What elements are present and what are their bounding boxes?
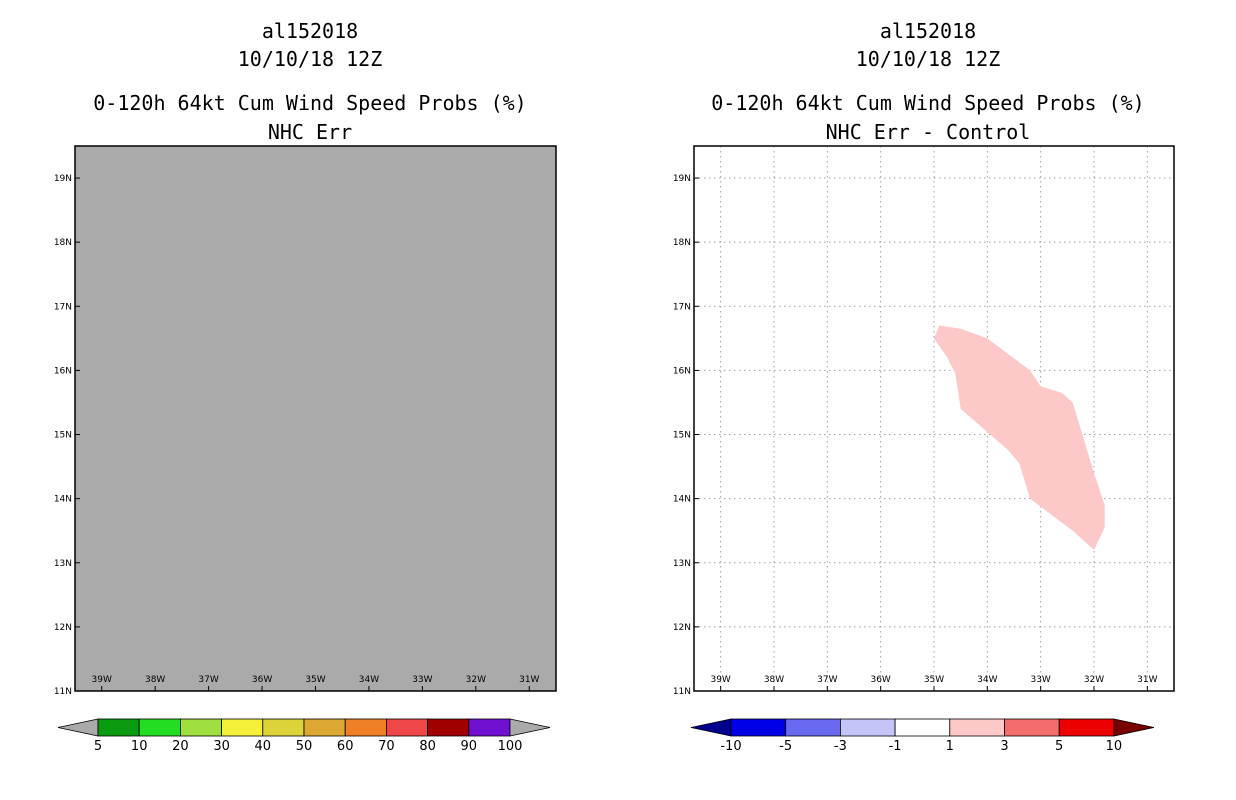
left-colorbar: 5 10 20 30 40 50 60 70 80 90 100 — [57, 718, 551, 754]
colorbar-segment — [840, 718, 896, 737]
right-lat-label: 11N — [673, 687, 691, 697]
right-map-panel: 39W 38W 37W 36W 35W 34W 33W 32W 31W 11N 12N 13N 14N 1… — [673, 145, 1175, 697]
colorbar-label: 100 — [498, 739, 523, 754]
colorbar-segment — [1004, 718, 1060, 737]
colorbar-segment — [785, 718, 841, 737]
left-lon-label: 35W — [305, 675, 325, 685]
right-lon-label: 36W — [870, 675, 890, 685]
left-product-title: 0-120h 64kt Cum Wind Speed Probs (%) — [93, 91, 527, 115]
colorbar-label: -10 — [720, 739, 741, 754]
right-lat-label: 12N — [673, 623, 691, 633]
colorbar-segment — [221, 718, 264, 737]
colorbar-label: 60 — [337, 739, 354, 754]
colorbar-segment — [262, 718, 305, 737]
left-lat-label: 12N — [54, 623, 72, 633]
right-storm-id: al152018 — [879, 19, 977, 43]
right-lat-label: 18N — [673, 238, 691, 248]
right-map-frame — [693, 145, 1175, 692]
left-lon-label: 31W — [519, 675, 539, 685]
right-lon-label: 33W — [1030, 675, 1050, 685]
left-lon-label: 38W — [145, 675, 165, 685]
right-subtitle: NHC Err - Control — [825, 120, 1031, 144]
right-lat-label: 19N — [673, 174, 691, 184]
right-lat-label: 15N — [673, 431, 691, 441]
right-lon-label: 35W — [924, 675, 944, 685]
left-lat-label: 16N — [54, 366, 72, 376]
colorbar-label: 90 — [461, 739, 478, 754]
left-lon-label: 33W — [412, 675, 432, 685]
colorbar-segment — [179, 718, 222, 737]
colorbar-segment — [138, 718, 181, 737]
right-lat-label: 14N — [673, 495, 691, 505]
colorbar-low-arrow — [57, 718, 99, 737]
left-lat-label: 19N — [54, 174, 72, 184]
colorbar-label: -1 — [889, 739, 902, 754]
colorbar-label: 10 — [1106, 739, 1123, 754]
colorbar-segment — [949, 718, 1005, 737]
right-lon-label: 39W — [710, 675, 730, 685]
left-probability-field — [75, 146, 556, 691]
positive-difference-region — [934, 325, 1105, 550]
right-lon-label: 31W — [1137, 675, 1157, 685]
left-lat-label: 18N — [54, 238, 72, 248]
left-subtitle: NHC Err — [267, 120, 353, 144]
colorbar-label: 1 — [946, 739, 954, 754]
left-lon-label: 37W — [198, 675, 218, 685]
left-map-panel: 39W 38W 37W 36W 35W 34W 33W 32W 31W 11N 12N 13N 14N 1… — [54, 145, 557, 697]
colorbar-segment — [730, 718, 787, 737]
colorbar-label: 80 — [419, 739, 436, 754]
left-lon-label: 36W — [252, 675, 272, 685]
right-date: 10/10/18 12Z — [855, 47, 1001, 71]
left-storm-id: al152018 — [261, 19, 359, 43]
left-lat-label: 15N — [54, 431, 72, 441]
right-lon-label: 32W — [1084, 675, 1104, 685]
colorbar-low-arrow — [690, 718, 732, 737]
left-lon-label: 39W — [92, 675, 112, 685]
right-lat-label: 17N — [673, 302, 691, 312]
left-lon-label: 34W — [359, 675, 379, 685]
colorbar-label: 30 — [213, 739, 230, 754]
right-lon-label: 37W — [817, 675, 837, 685]
colorbar-segment — [344, 718, 387, 737]
colorbar-high-arrow — [509, 718, 551, 737]
right-lon-label: 38W — [764, 675, 784, 685]
colorbar-high-arrow — [1113, 718, 1154, 737]
right-lat-label: 16N — [673, 366, 691, 376]
colorbar-label: -5 — [779, 739, 792, 754]
right-lon-label: 34W — [977, 675, 997, 685]
colorbar-label: -3 — [834, 739, 847, 754]
colorbar-label: 10 — [131, 739, 148, 754]
colorbar-segment — [468, 718, 511, 737]
colorbar-segment — [97, 718, 140, 737]
left-lon-label: 32W — [466, 675, 486, 685]
colorbar-segment — [385, 718, 428, 737]
colorbar-segment — [894, 718, 951, 737]
colorbar-label: 40 — [255, 739, 272, 754]
colorbar-label: 20 — [172, 739, 189, 754]
left-lat-label: 17N — [54, 302, 72, 312]
colorbar-segment — [427, 718, 470, 737]
colorbar-label: 5 — [94, 739, 102, 754]
colorbar-label: 5 — [1055, 739, 1063, 754]
right-product-title: 0-120h 64kt Cum Wind Speed Probs (%) — [711, 91, 1145, 115]
left-lat-label: 13N — [54, 559, 72, 569]
right-lat-label: 13N — [673, 559, 691, 569]
right-colorbar: -10 -5 -3 -1 1 3 5 10 — [690, 718, 1154, 754]
colorbar-label: 70 — [378, 739, 395, 754]
left-lat-label: 14N — [54, 495, 72, 505]
left-map-frame — [74, 145, 557, 692]
left-lat-label: 11N — [54, 687, 72, 697]
colorbar-label: 50 — [296, 739, 313, 754]
right-map-background — [694, 146, 1174, 691]
colorbar-segment — [303, 718, 346, 737]
colorbar-segment — [1058, 718, 1115, 737]
colorbar-label: 3 — [1000, 739, 1008, 754]
left-date: 10/10/18 12Z — [237, 47, 383, 71]
